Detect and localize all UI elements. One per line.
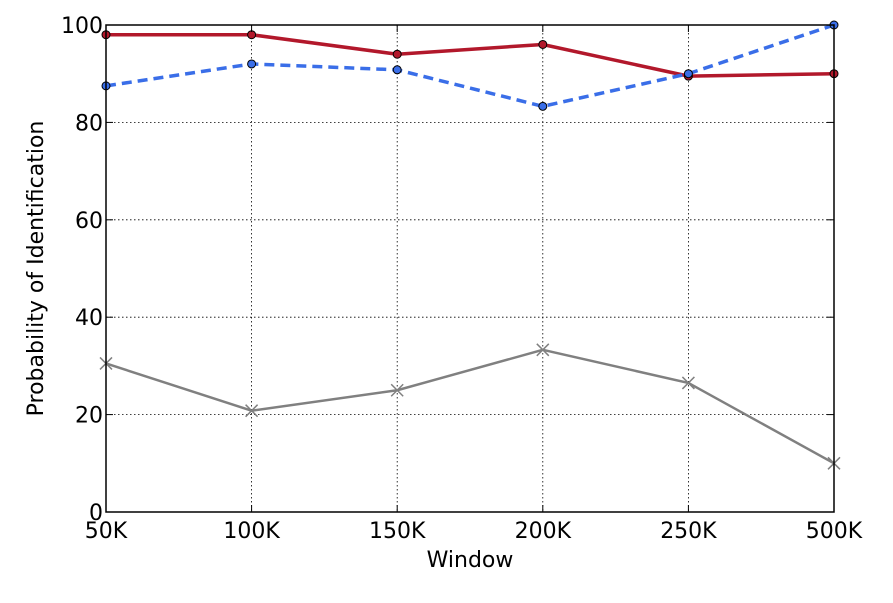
- data-point-series-2: [392, 65, 402, 75]
- y-tick-label: 100: [61, 14, 103, 39]
- data-point-series-3: [390, 383, 404, 397]
- grid-layer: [105, 24, 835, 513]
- series-layer: [99, 20, 841, 470]
- series-line-3: [105, 348, 835, 465]
- plot-frame: [105, 24, 835, 513]
- data-point-series-2: [683, 69, 693, 79]
- data-point-series-3: [245, 404, 259, 418]
- x-tick-label: 500K: [806, 519, 863, 544]
- x-axis-label: Window: [427, 548, 514, 573]
- y-tick-label: 20: [75, 404, 103, 429]
- y-axis-label: Probability of Identification: [24, 121, 49, 417]
- y-tick-label: 40: [75, 306, 103, 331]
- data-point-series-2: [538, 101, 548, 111]
- data-point-series-1: [392, 49, 402, 59]
- tick-layer: 50K 100K 150K 200K 250K 500K 0 20 40 60 80 100: [61, 14, 863, 544]
- y-tick-label: 80: [75, 111, 103, 136]
- data-point-series-3: [536, 343, 550, 357]
- x-tick-label: 250K: [660, 519, 717, 544]
- y-tick-label: 0: [89, 501, 103, 526]
- data-point-series-3: [681, 376, 695, 390]
- x-tick-label: 150K: [369, 519, 426, 544]
- x-tick-label: 100K: [223, 519, 280, 544]
- x-tick-label: 50K: [85, 519, 128, 544]
- x-tick-label: 200K: [515, 519, 572, 544]
- series-line-1: [106, 32, 835, 78]
- data-point-series-2: [247, 59, 257, 69]
- y-tick-label: 60: [75, 209, 103, 234]
- series-line-2: [105, 23, 835, 109]
- data-point-series-1: [538, 39, 548, 49]
